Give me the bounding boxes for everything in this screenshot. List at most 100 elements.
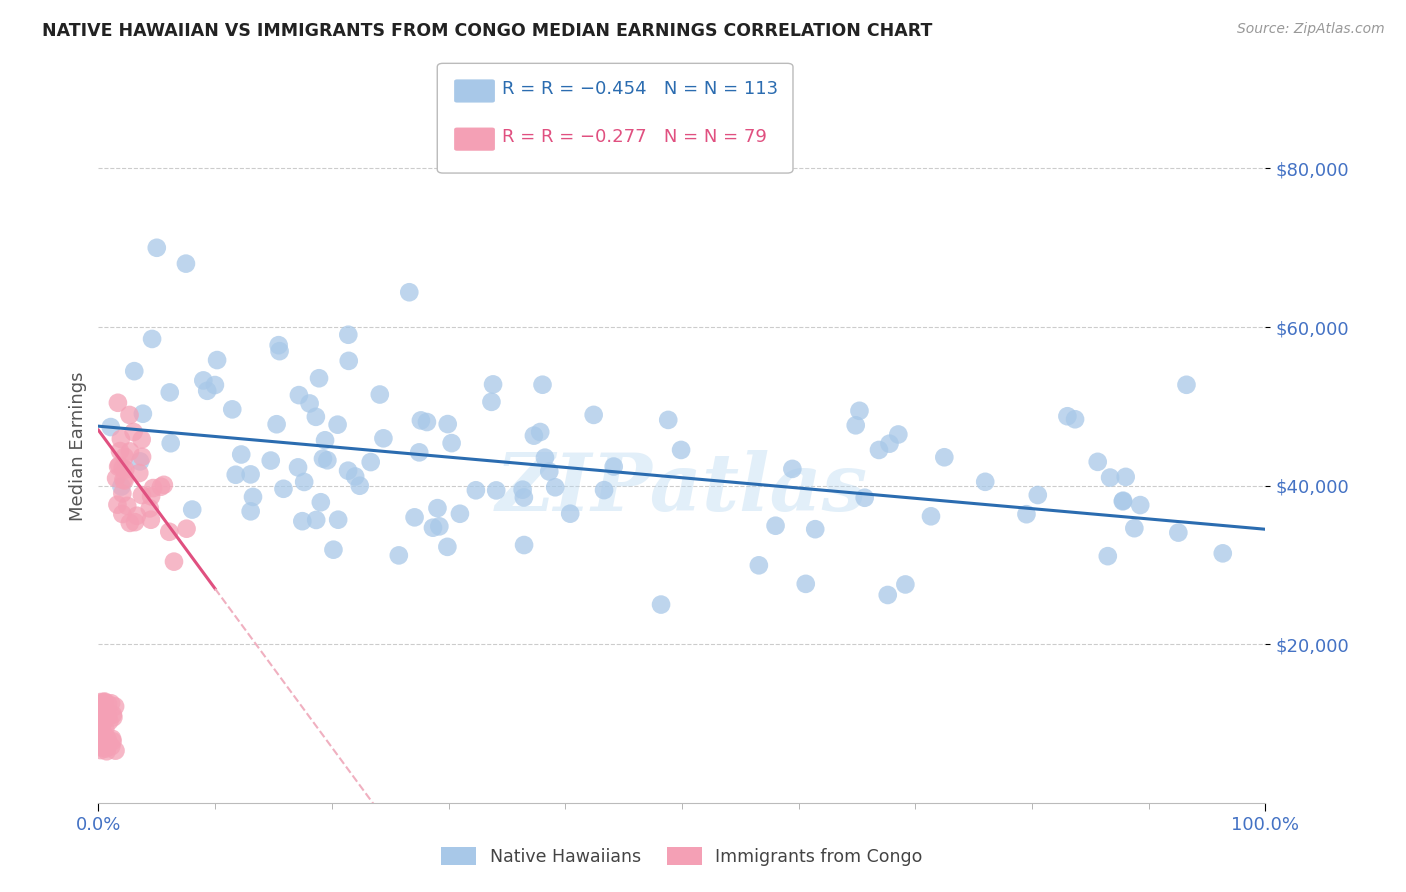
Point — [322, 542, 344, 557]
Point — [90, 743, 112, 757]
Point — [305, 409, 328, 424]
Point — [538, 465, 561, 479]
Point — [159, 385, 181, 400]
Point — [110, 479, 132, 493]
Point — [845, 418, 868, 433]
Point — [93, 706, 115, 720]
Point — [118, 516, 141, 530]
Point — [582, 408, 605, 422]
Point — [131, 488, 153, 502]
Point — [90, 713, 112, 727]
Point — [225, 467, 247, 482]
Point — [1026, 488, 1049, 502]
Point — [122, 364, 145, 378]
Point — [90, 708, 112, 723]
Point — [239, 467, 262, 482]
Point — [239, 504, 262, 518]
Point — [920, 509, 942, 524]
Point — [879, 436, 901, 450]
Point — [97, 736, 120, 750]
Point — [305, 513, 328, 527]
Point — [117, 499, 139, 513]
Point — [93, 694, 115, 708]
Point — [314, 434, 336, 448]
Point — [93, 707, 115, 722]
Point — [298, 396, 321, 410]
Point — [512, 483, 534, 497]
Point — [349, 479, 371, 493]
Point — [436, 417, 458, 431]
Point — [90, 739, 112, 753]
Point — [90, 711, 112, 725]
Point — [853, 491, 876, 505]
Point — [149, 480, 172, 494]
Point — [408, 445, 430, 459]
Point — [101, 731, 124, 746]
Point — [195, 384, 218, 398]
Point — [1015, 507, 1038, 521]
Point — [560, 507, 582, 521]
Point — [142, 481, 165, 495]
Point — [894, 577, 917, 591]
Point — [337, 327, 360, 342]
Point — [97, 697, 120, 711]
Point — [176, 522, 198, 536]
Point — [748, 558, 770, 573]
Point — [141, 332, 163, 346]
Point — [122, 425, 145, 439]
Point — [90, 702, 112, 716]
Point — [114, 450, 136, 464]
Point — [93, 697, 115, 711]
Point — [1175, 377, 1198, 392]
Point — [1123, 521, 1146, 535]
Point — [93, 714, 115, 728]
Point — [90, 736, 112, 750]
Legend: Native Hawaiians, Immigrants from Congo: Native Hawaiians, Immigrants from Congo — [434, 840, 929, 872]
Point — [231, 448, 253, 462]
Point — [129, 454, 152, 468]
Point — [90, 737, 112, 751]
Point — [97, 732, 120, 747]
Point — [1167, 525, 1189, 540]
Text: R = R = −0.277   N = N = 79: R = R = −0.277 N = N = 79 — [502, 128, 766, 146]
Point — [848, 404, 870, 418]
Point — [426, 501, 449, 516]
Point — [373, 431, 395, 445]
Point — [90, 723, 112, 737]
Point — [427, 519, 450, 533]
Point — [146, 241, 169, 255]
Point — [309, 495, 332, 509]
Point — [108, 458, 131, 473]
Point — [934, 450, 956, 465]
Point — [97, 709, 120, 723]
Point — [337, 464, 360, 478]
Point — [90, 704, 112, 718]
Point — [529, 425, 551, 439]
Point — [103, 710, 125, 724]
Point — [96, 744, 118, 758]
Point — [163, 555, 186, 569]
Point — [291, 514, 314, 528]
Point — [523, 428, 546, 442]
Point — [368, 387, 391, 401]
Point — [101, 734, 124, 748]
Point — [107, 498, 129, 512]
Point — [593, 483, 616, 497]
Point — [96, 739, 118, 754]
Point — [398, 285, 420, 300]
Point — [260, 453, 283, 467]
Point — [481, 395, 503, 409]
Point — [326, 417, 349, 432]
Point — [513, 538, 536, 552]
Point — [111, 486, 134, 500]
Point — [91, 739, 114, 753]
Point — [1112, 494, 1135, 508]
Point — [118, 408, 141, 422]
Point — [104, 699, 127, 714]
Point — [131, 433, 153, 447]
Point — [107, 396, 129, 410]
Point — [111, 460, 134, 475]
Point — [174, 257, 197, 271]
Point — [534, 450, 557, 465]
Point — [316, 453, 339, 467]
